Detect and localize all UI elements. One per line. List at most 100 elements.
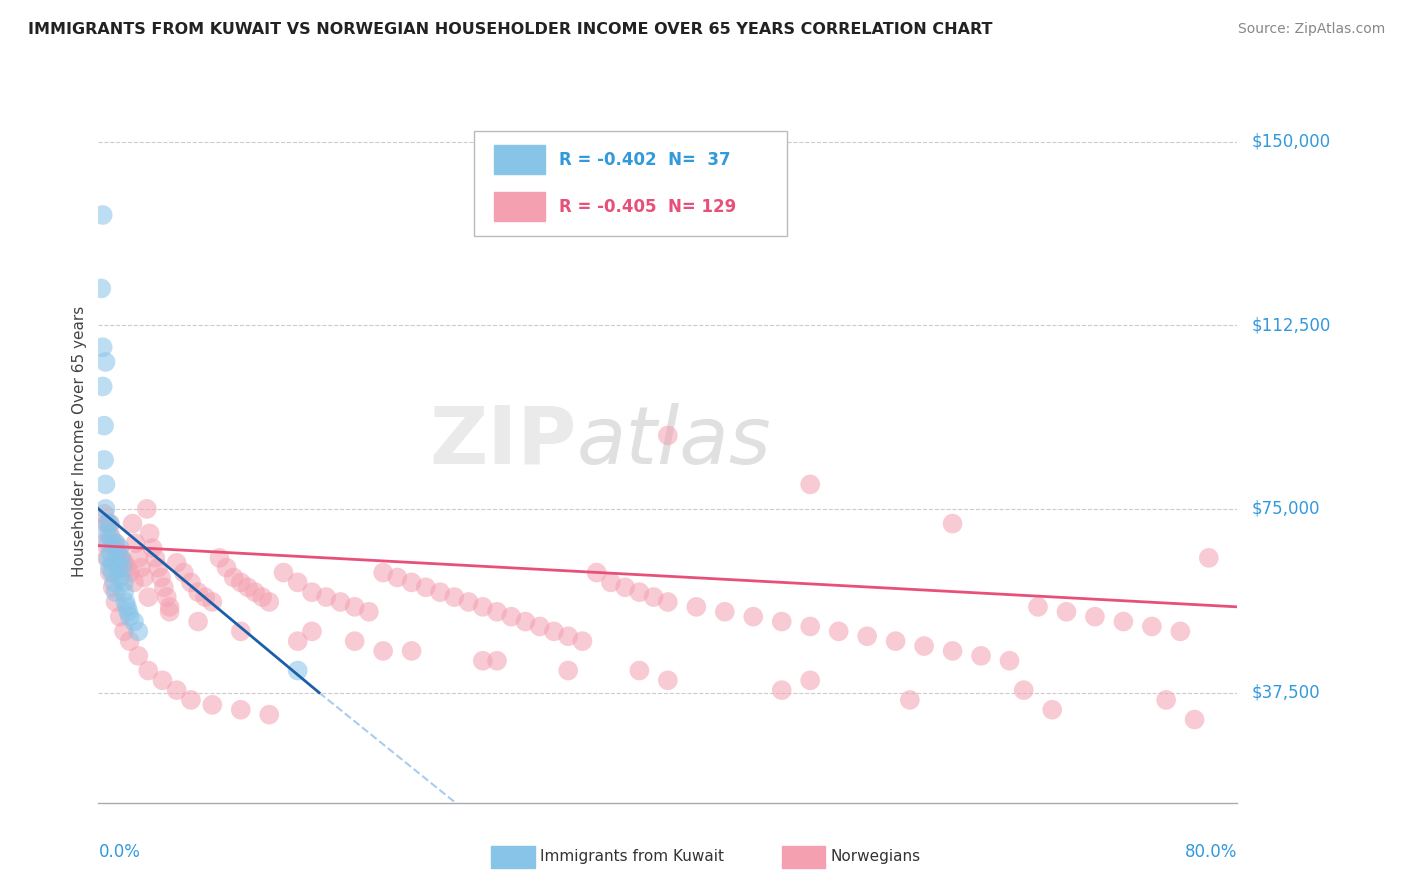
FancyBboxPatch shape xyxy=(474,131,787,235)
Point xyxy=(100,546,122,560)
Point xyxy=(1056,605,1078,619)
Point xyxy=(486,654,509,668)
Point xyxy=(585,566,607,580)
Point xyxy=(273,566,295,580)
Point xyxy=(94,355,117,369)
Text: Immigrants from Kuwait: Immigrants from Kuwait xyxy=(540,849,724,864)
Point xyxy=(97,550,120,565)
Point xyxy=(770,683,793,698)
Point xyxy=(112,556,135,570)
Point xyxy=(135,502,157,516)
Point xyxy=(201,595,224,609)
Point xyxy=(148,560,170,574)
Point xyxy=(93,536,115,550)
Point xyxy=(1184,713,1206,727)
Point xyxy=(96,526,118,541)
Point xyxy=(229,703,252,717)
Point xyxy=(105,550,128,565)
Point xyxy=(501,609,523,624)
Point xyxy=(259,595,281,609)
Point xyxy=(108,570,131,584)
Point xyxy=(856,629,879,643)
Point xyxy=(600,575,623,590)
Point xyxy=(91,340,114,354)
Point xyxy=(1154,693,1177,707)
Point xyxy=(229,575,252,590)
Point xyxy=(180,693,202,707)
Point xyxy=(250,590,273,604)
Bar xyxy=(782,847,825,868)
Point xyxy=(101,536,124,550)
Point xyxy=(110,550,132,565)
Point xyxy=(173,566,195,580)
Point xyxy=(122,615,145,629)
Point xyxy=(90,281,112,295)
Point xyxy=(529,619,551,633)
Point xyxy=(166,556,188,570)
Point xyxy=(127,624,149,639)
Point xyxy=(96,516,118,531)
Point xyxy=(112,575,135,590)
Point xyxy=(108,541,131,555)
Point xyxy=(138,526,160,541)
Point xyxy=(657,595,679,609)
Point xyxy=(714,605,737,619)
Point xyxy=(166,683,188,698)
Point xyxy=(799,477,821,491)
Point xyxy=(98,516,121,531)
Point xyxy=(156,590,179,604)
Point xyxy=(93,507,115,521)
Y-axis label: Householder Income Over 65 years: Householder Income Over 65 years xyxy=(72,306,87,577)
Point xyxy=(96,550,118,565)
Point xyxy=(799,619,821,633)
Point xyxy=(187,615,209,629)
Point xyxy=(828,624,851,639)
Point xyxy=(127,648,149,663)
Text: atlas: atlas xyxy=(576,402,772,481)
Point xyxy=(91,379,114,393)
Point xyxy=(1040,703,1063,717)
Point xyxy=(118,609,141,624)
Point xyxy=(1084,609,1107,624)
Point xyxy=(98,566,121,580)
Point xyxy=(557,664,579,678)
Point xyxy=(93,418,115,433)
Point xyxy=(315,590,337,604)
Point xyxy=(329,595,352,609)
Point xyxy=(557,629,579,643)
Point xyxy=(515,615,537,629)
Point xyxy=(471,599,494,614)
Point xyxy=(357,605,380,619)
Point xyxy=(215,560,238,574)
Point xyxy=(124,536,146,550)
Point xyxy=(110,550,132,565)
Point xyxy=(401,644,423,658)
Point xyxy=(1198,550,1220,565)
Point xyxy=(104,595,127,609)
Point xyxy=(685,599,707,614)
Point xyxy=(429,585,451,599)
Point xyxy=(101,580,124,594)
Point xyxy=(122,575,145,590)
Point xyxy=(401,575,423,590)
Point xyxy=(94,477,117,491)
Point xyxy=(97,536,120,550)
Point xyxy=(101,556,124,570)
Point xyxy=(571,634,593,648)
Point xyxy=(628,664,651,678)
Point xyxy=(287,575,309,590)
Point xyxy=(373,566,395,580)
Text: Source: ZipAtlas.com: Source: ZipAtlas.com xyxy=(1237,22,1385,37)
Text: $150,000: $150,000 xyxy=(1251,133,1330,151)
Point xyxy=(152,673,174,688)
Bar xyxy=(491,847,534,868)
Point xyxy=(614,580,637,594)
Point xyxy=(187,585,209,599)
Point xyxy=(543,624,565,639)
Text: R = -0.402  N=  37: R = -0.402 N= 37 xyxy=(558,151,730,169)
Text: $75,000: $75,000 xyxy=(1251,500,1320,518)
Point xyxy=(104,536,127,550)
Bar xyxy=(494,145,546,174)
Point xyxy=(1140,619,1163,633)
Point xyxy=(104,536,127,550)
